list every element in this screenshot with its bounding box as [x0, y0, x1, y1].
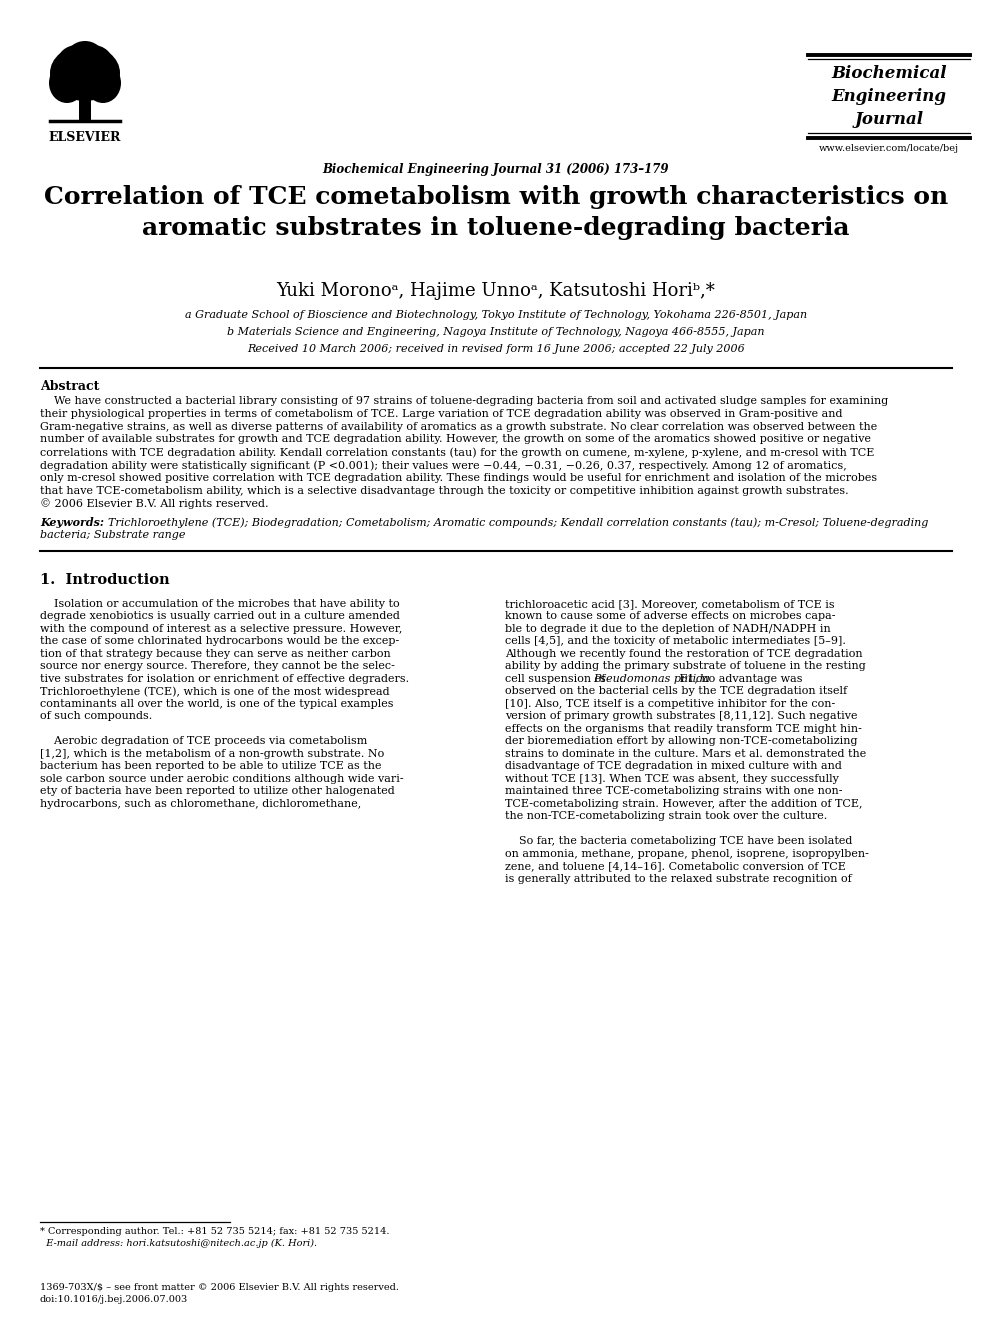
Text: only m-cresol showed positive correlation with TCE degradation ability. These fi: only m-cresol showed positive correlatio…	[40, 472, 877, 483]
Text: number of available substrates for growth and TCE degradation ability. However, : number of available substrates for growt…	[40, 434, 871, 445]
Text: Engineering: Engineering	[831, 89, 946, 105]
Text: contaminants all over the world, is one of the typical examples: contaminants all over the world, is one …	[40, 699, 394, 709]
Text: effects on the organisms that readily transform TCE might hin-: effects on the organisms that readily tr…	[505, 724, 862, 734]
Text: We have constructed a bacterial library consisting of 97 strains of toluene-degr: We have constructed a bacterial library …	[40, 396, 888, 406]
Text: version of primary growth substrates [8,11,12]. Such negative: version of primary growth substrates [8,…	[505, 712, 857, 721]
Text: der bioremediation effort by allowing non-TCE-cometabolizing: der bioremediation effort by allowing no…	[505, 737, 857, 746]
Text: sole carbon source under aerobic conditions although wide vari-: sole carbon source under aerobic conditi…	[40, 774, 404, 783]
Text: observed on the bacterial cells by the TCE degradation itself: observed on the bacterial cells by the T…	[505, 687, 847, 696]
Text: Pseudomonas putida: Pseudomonas putida	[593, 673, 709, 684]
Text: trichloroacetic acid [3]. Moreover, cometabolism of TCE is: trichloroacetic acid [3]. Moreover, come…	[505, 599, 834, 609]
Text: So far, the bacteria cometabolizing TCE have been isolated: So far, the bacteria cometabolizing TCE …	[505, 836, 852, 847]
Text: Although we recently found the restoration of TCE degradation: Although we recently found the restorati…	[505, 648, 863, 659]
Bar	[79, 97, 91, 120]
Text: 1.  Introduction: 1. Introduction	[40, 573, 170, 587]
Text: Trichloroethylene (TCE); Biodegradation; Cometabolism; Aromatic compounds; Kenda: Trichloroethylene (TCE); Biodegradation;…	[108, 517, 929, 528]
Text: cells [4,5], and the toxicity of metabolic intermediates [5–9].: cells [4,5], and the toxicity of metabol…	[505, 636, 846, 647]
Text: maintained three TCE-cometabolizing strains with one non-: maintained three TCE-cometabolizing stra…	[505, 786, 842, 796]
Text: [10]. Also, TCE itself is a competitive inhibitor for the con-: [10]. Also, TCE itself is a competitive …	[505, 699, 835, 709]
Text: * Corresponding author. Tel.: +81 52 735 5214; fax: +81 52 735 5214.: * Corresponding author. Tel.: +81 52 735…	[40, 1226, 390, 1236]
Text: 1369-703X/$ – see front matter © 2006 Elsevier B.V. All rights reserved.: 1369-703X/$ – see front matter © 2006 El…	[40, 1283, 399, 1293]
Text: Gram-negative strains, as well as diverse patterns of availability of aromatics : Gram-negative strains, as well as divers…	[40, 422, 877, 431]
Text: Aerobic degradation of TCE proceeds via cometabolism: Aerobic degradation of TCE proceeds via …	[40, 737, 367, 746]
Text: cell suspension of: cell suspension of	[505, 673, 609, 684]
Text: tion of that strategy because they can serve as neither carbon: tion of that strategy because they can s…	[40, 648, 391, 659]
Text: of such compounds.: of such compounds.	[40, 712, 152, 721]
Text: F1, no advantage was: F1, no advantage was	[676, 673, 803, 684]
Text: strains to dominate in the culture. Mars et al. demonstrated the: strains to dominate in the culture. Mars…	[505, 749, 866, 759]
Text: bacteria; Substrate range: bacteria; Substrate range	[40, 531, 186, 540]
Ellipse shape	[73, 45, 113, 81]
Text: Biochemical Engineering Journal 31 (2006) 173–179: Biochemical Engineering Journal 31 (2006…	[322, 163, 670, 176]
Text: known to cause some of adverse effects on microbes capa-: known to cause some of adverse effects o…	[505, 611, 835, 622]
Text: bacterium has been reported to be able to utilize TCE as the: bacterium has been reported to be able t…	[40, 761, 382, 771]
Text: ability by adding the primary substrate of toluene in the resting: ability by adding the primary substrate …	[505, 662, 866, 671]
Text: zene, and toluene [4,14–16]. Cometabolic conversion of TCE: zene, and toluene [4,14–16]. Cometabolic…	[505, 861, 846, 872]
Text: Abstract: Abstract	[40, 380, 99, 393]
Ellipse shape	[67, 41, 103, 71]
Text: Isolation or accumulation of the microbes that have ability to: Isolation or accumulation of the microbe…	[40, 599, 400, 609]
Text: ety of bacteria have been reported to utilize other halogenated: ety of bacteria have been reported to ut…	[40, 786, 395, 796]
Text: [1,2], which is the metabolism of a non-growth substrate. No: [1,2], which is the metabolism of a non-…	[40, 749, 384, 759]
Text: the non-TCE-cometabolizing strain took over the culture.: the non-TCE-cometabolizing strain took o…	[505, 811, 827, 822]
Text: on ammonia, methane, propane, phenol, isoprene, isopropylben-: on ammonia, methane, propane, phenol, is…	[505, 849, 869, 859]
Text: degradation ability were statistically significant (P <0.001); their values were: degradation ability were statistically s…	[40, 460, 847, 471]
Text: tive substrates for isolation or enrichment of effective degraders.: tive substrates for isolation or enrichm…	[40, 673, 409, 684]
Text: Keywords:: Keywords:	[40, 517, 104, 528]
Text: degrade xenobiotics is usually carried out in a culture amended: degrade xenobiotics is usually carried o…	[40, 611, 400, 622]
Ellipse shape	[85, 64, 121, 103]
Text: without TCE [13]. When TCE was absent, they successfully: without TCE [13]. When TCE was absent, t…	[505, 774, 839, 783]
Text: ble to degrade it due to the depletion of NADH/NADPH in: ble to degrade it due to the depletion o…	[505, 624, 830, 634]
Text: Correlation of TCE cometabolism with growth characteristics on
aromatic substrat: Correlation of TCE cometabolism with gro…	[44, 185, 948, 239]
Text: source nor energy source. Therefore, they cannot be the selec-: source nor energy source. Therefore, the…	[40, 662, 395, 671]
Ellipse shape	[50, 45, 120, 101]
Text: doi:10.1016/j.bej.2006.07.003: doi:10.1016/j.bej.2006.07.003	[40, 1295, 188, 1304]
Text: is generally attributed to the relaxed substrate recognition of: is generally attributed to the relaxed s…	[505, 873, 852, 884]
Ellipse shape	[57, 45, 97, 81]
Text: Biochemical: Biochemical	[831, 65, 946, 82]
Text: ELSEVIER: ELSEVIER	[49, 131, 121, 144]
Text: b Materials Science and Engineering, Nagoya Institute of Technology, Nagoya 466-: b Materials Science and Engineering, Nag…	[227, 327, 765, 337]
Text: E-mail address: hori.katsutoshi@nitech.ac.jp (K. Hori).: E-mail address: hori.katsutoshi@nitech.a…	[40, 1240, 317, 1248]
Text: © 2006 Elsevier B.V. All rights reserved.: © 2006 Elsevier B.V. All rights reserved…	[40, 499, 269, 509]
Text: Journal: Journal	[854, 111, 924, 128]
Text: Trichloroethylene (TCE), which is one of the most widespread: Trichloroethylene (TCE), which is one of…	[40, 687, 390, 697]
Text: disadvantage of TCE degradation in mixed culture with and: disadvantage of TCE degradation in mixed…	[505, 761, 842, 771]
Text: that have TCE-cometabolism ability, which is a selective disadvantage through th: that have TCE-cometabolism ability, whic…	[40, 486, 848, 496]
Text: Received 10 March 2006; received in revised form 16 June 2006; accepted 22 July : Received 10 March 2006; received in revi…	[247, 344, 745, 355]
Text: hydrocarbons, such as chloromethane, dichloromethane,: hydrocarbons, such as chloromethane, dic…	[40, 799, 361, 808]
Text: www.elsevier.com/locate/bej: www.elsevier.com/locate/bej	[819, 144, 959, 153]
Text: their physiological properties in terms of cometabolism of TCE. Large variation : their physiological properties in terms …	[40, 409, 842, 419]
Ellipse shape	[49, 64, 85, 103]
Text: correlations with TCE degradation ability. Kendall correlation constants (tau) f: correlations with TCE degradation abilit…	[40, 447, 874, 458]
Text: with the compound of interest as a selective pressure. However,: with the compound of interest as a selec…	[40, 624, 403, 634]
Text: the case of some chlorinated hydrocarbons would be the excep-: the case of some chlorinated hydrocarbon…	[40, 636, 399, 647]
Text: Yuki Moronoᵃ, Hajime Unnoᵃ, Katsutoshi Horiᵇ,*: Yuki Moronoᵃ, Hajime Unnoᵃ, Katsutoshi H…	[277, 282, 715, 300]
Text: a Graduate School of Bioscience and Biotechnology, Tokyo Institute of Technology: a Graduate School of Bioscience and Biot…	[185, 310, 807, 320]
Text: TCE-cometabolizing strain. However, after the addition of TCE,: TCE-cometabolizing strain. However, afte…	[505, 799, 862, 808]
